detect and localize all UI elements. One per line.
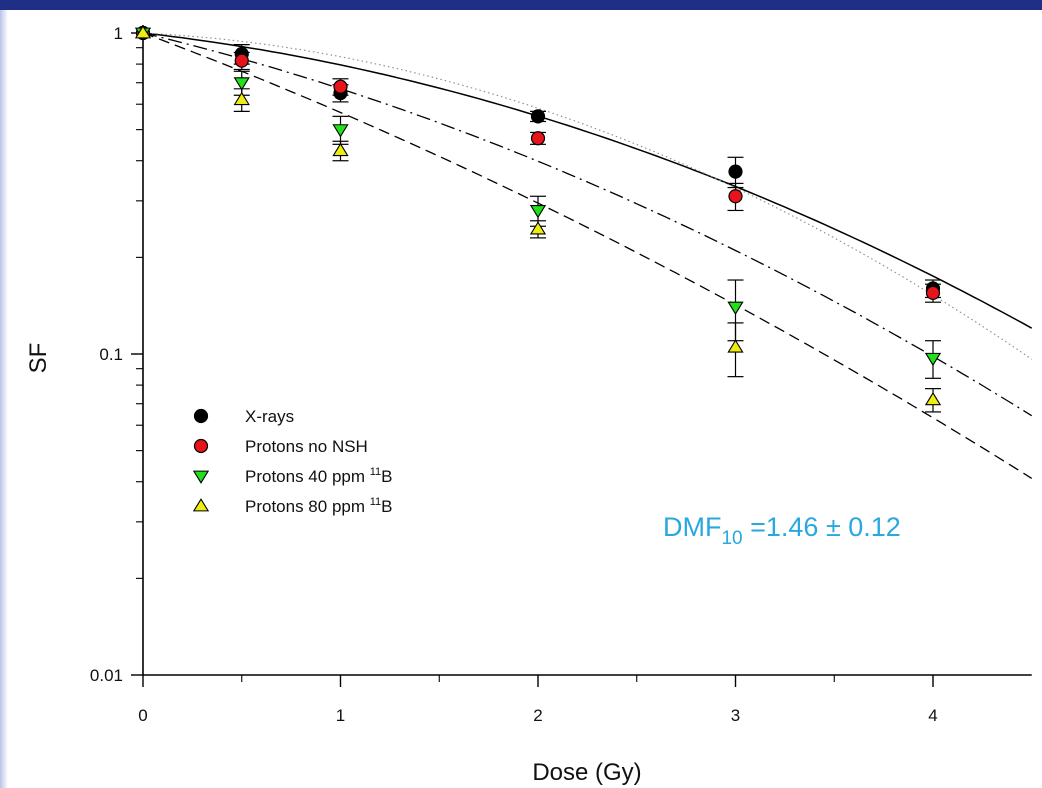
fit-curve-dashed	[142, 32, 1033, 479]
y-tick-label: 1	[114, 24, 123, 43]
x-tick-label: 2	[533, 706, 542, 725]
x-tick-label: 1	[336, 706, 345, 725]
dmf-annotation-value: =1.46 ± 0.12	[743, 512, 901, 542]
series-4	[134, 25, 942, 413]
y-tick-label: 0.01	[90, 666, 123, 685]
data-point	[530, 131, 546, 146]
data-point	[924, 391, 942, 406]
data-points	[134, 25, 942, 413]
data-point	[233, 77, 250, 91]
series-2	[135, 25, 941, 303]
fit-curves	[142, 32, 1033, 479]
axes: 1 0.1 0.01 0 1 2 3 4	[90, 24, 1032, 725]
window-left-edge	[0, 10, 8, 788]
data-point	[530, 109, 546, 124]
legend-label: Protons no NSH	[245, 437, 368, 456]
data-point	[924, 352, 942, 367]
data-point	[727, 339, 744, 353]
y-axis-title: SF	[25, 343, 52, 374]
data-point	[134, 25, 152, 39]
fit-curve-dash-dot	[142, 32, 1033, 417]
data-point	[234, 53, 249, 68]
dmf-annotation-main: DMF	[663, 512, 721, 542]
legend-marker	[193, 408, 209, 424]
data-point	[332, 142, 349, 157]
legend-marker	[192, 498, 210, 512]
legend-marker	[193, 438, 209, 454]
legend-label: Protons 40 ppm 11B	[245, 466, 393, 486]
legend-marker	[192, 470, 210, 484]
data-point	[529, 205, 547, 219]
window-top-bar	[0, 0, 1042, 10]
legend: X-rays Protons no NSH Protons 40 ppm 11B Pr…	[192, 407, 393, 516]
y-tick-label: 0.1	[99, 345, 123, 364]
series-3	[134, 27, 942, 379]
dmf-annotation-subscript: 10	[721, 528, 742, 549]
data-point	[233, 91, 250, 106]
x-tick-label: 3	[731, 706, 740, 725]
data-point	[333, 79, 348, 94]
legend-label: X-rays	[245, 407, 294, 426]
dmf-annotation: DMF10 =1.46 ± 0.12	[663, 512, 901, 549]
x-axis-title: Dose (Gy)	[532, 759, 641, 786]
data-point	[727, 301, 744, 315]
data-point	[728, 189, 743, 204]
fit-curve-dotted	[142, 32, 1033, 360]
data-point	[728, 164, 743, 179]
data-point	[332, 124, 349, 138]
data-point	[529, 221, 547, 235]
data-point	[925, 285, 941, 301]
x-tick-label: 0	[138, 706, 147, 725]
fit-curve-solid	[142, 32, 1033, 329]
legend-label: Protons 80 ppm 11B	[245, 496, 393, 516]
x-tick-label: 4	[928, 706, 937, 725]
